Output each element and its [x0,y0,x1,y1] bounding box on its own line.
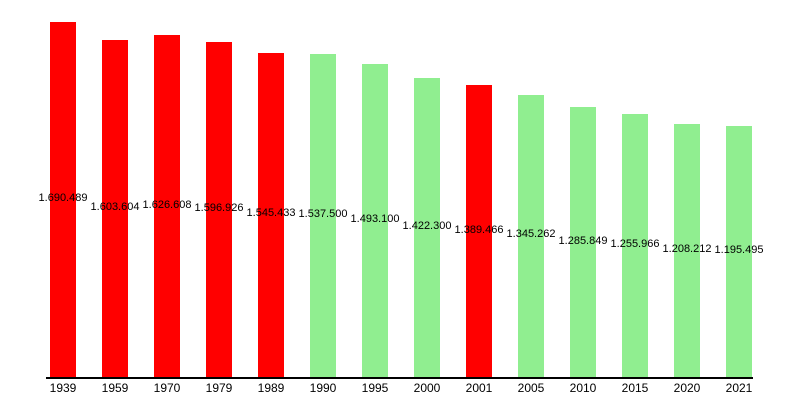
bar-value-label: 1.493.100 [350,212,400,225]
bar-2020 [674,123,700,378]
x-axis-label: 1939 [49,381,77,395]
x-axis-label: 1979 [205,381,233,395]
x-axis-line [46,377,753,379]
bar-1959 [102,40,128,378]
bar-value-label: 1.255.966 [610,237,660,250]
bar-2005 [518,94,544,378]
bar-2001 [466,85,492,378]
bar-value-label: 1.345.262 [506,228,556,241]
bar-value-label: 1.422.300 [402,220,452,233]
bar-value-label: 1.603.604 [90,201,140,214]
x-axis-label: 2021 [725,381,753,395]
x-axis-label: 1989 [257,381,285,395]
bar-value-label: 1.690.489 [38,192,88,204]
bar-2015 [622,113,648,378]
bar-1989 [258,52,284,378]
x-axis-label: 2005 [517,381,545,395]
x-axis-label: 1990 [309,381,337,395]
bar-value-label: 1.195.495 [714,244,764,257]
x-axis-label: 1995 [361,381,389,395]
bar-value-label: 1.285.849 [558,234,608,247]
bar-2010 [570,107,596,378]
bar-1990 [310,54,336,378]
x-axis-label: 2015 [621,381,649,395]
bar-value-label: 1.208.212 [662,242,712,255]
x-axis-label: 2020 [673,381,701,395]
bar-value-label: 1.389.466 [454,223,504,236]
x-axis-label: 2010 [569,381,597,395]
bar-2000 [414,78,440,378]
bar-value-label: 1.626.608 [142,198,192,211]
bar-value-label: 1.596.926 [194,201,244,214]
x-axis-label: 2000 [413,381,441,395]
bar-1979 [206,41,232,378]
bar-1995 [362,63,388,378]
x-axis-label: 2001 [465,381,493,395]
bar-2021 [726,126,752,378]
bar-1939 [50,22,76,378]
bar-1970 [154,35,180,378]
x-axis-label: 1970 [153,381,181,395]
bar-value-label: 1.545.433 [246,207,296,220]
x-axis-label: 1959 [101,381,129,395]
bar-value-label: 1.537.500 [298,208,348,221]
